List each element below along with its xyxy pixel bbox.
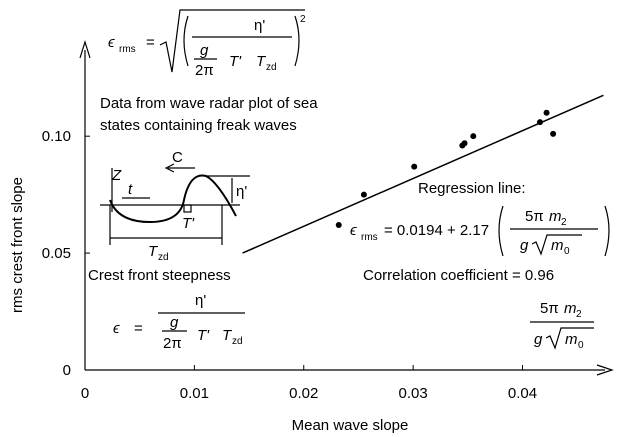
x-tick-label: 0.03	[399, 385, 428, 402]
data-point	[411, 164, 417, 170]
paren	[499, 206, 503, 256]
data-point	[361, 192, 367, 198]
formula-2pi: 2π	[163, 335, 182, 352]
formula-g: g	[200, 42, 209, 59]
label-eta: η'	[236, 183, 247, 200]
formula-sub: rms	[119, 44, 136, 55]
y-tick-label: 0.05	[42, 245, 71, 262]
formula-eq: =	[134, 320, 143, 337]
paren	[295, 16, 299, 66]
data-point	[336, 222, 342, 228]
formula-sub: zd	[266, 62, 277, 73]
x-tick-label: 0.02	[289, 385, 318, 402]
correlation: Correlation coefficient = 0.96	[363, 267, 554, 284]
y-tick-label: 0.10	[42, 128, 71, 145]
frac-g: g	[520, 237, 529, 254]
regression-title: Regression line:	[418, 180, 526, 197]
data-point	[462, 140, 468, 146]
formula-g: g	[170, 314, 179, 331]
frac-5pi: 5π	[540, 300, 559, 317]
chart: ϵ rms = 2 η' g 2π T' T zd Data from wave…	[0, 0, 617, 437]
label-t: t	[128, 181, 133, 198]
frac-m: m	[551, 237, 564, 254]
data-point	[544, 110, 550, 116]
note: states containing freak waves	[100, 117, 297, 134]
formula-sub: rms	[361, 232, 378, 243]
x-tick-label: 0.01	[180, 385, 209, 402]
y-tick-label: 0	[63, 362, 71, 379]
formula-eta: η'	[254, 17, 265, 34]
frac-m: m	[565, 331, 578, 348]
frac-sub: 0	[578, 340, 584, 351]
formula-power: 2	[300, 14, 306, 25]
frac-g: g	[534, 331, 543, 348]
label-c: C	[172, 149, 183, 166]
label-z: Z	[111, 167, 122, 184]
y-axis-label: rms crest front slope	[9, 177, 26, 313]
data-point	[470, 133, 476, 139]
formula-eps: ϵ	[113, 320, 120, 337]
x-tick-label: 0.04	[508, 385, 537, 402]
note: Data from wave radar plot of sea	[100, 95, 318, 112]
data-point	[550, 131, 556, 137]
data-point	[537, 119, 543, 125]
formula-t-prime: T'	[197, 327, 210, 344]
paren	[184, 16, 188, 66]
x-axis-label: Mean wave slope	[292, 417, 409, 434]
formula-2pi: 2π	[195, 62, 214, 79]
frac-m: m	[564, 300, 577, 317]
formula-eps: ϵ	[108, 34, 115, 51]
crest-front-label: Crest front steepness	[88, 267, 231, 284]
formula-eta: η'	[195, 292, 206, 309]
label-sub: zd	[158, 252, 169, 263]
frac-5pi: 5π	[525, 208, 544, 225]
paren	[605, 206, 609, 256]
frac-sub: 2	[576, 309, 582, 320]
x-tick-label: 0	[81, 385, 89, 402]
formula-eps: ϵ	[350, 222, 357, 239]
formula-sub: zd	[232, 336, 243, 347]
frac-m: m	[549, 208, 562, 225]
frac-sub: 2	[561, 217, 567, 228]
formula-eq: =	[146, 34, 155, 51]
formula-t-prime: T'	[229, 53, 242, 70]
tangent-box	[184, 205, 191, 212]
frac-sub: 0	[564, 246, 570, 257]
regression-rhs: = 0.0194 + 2.17	[384, 222, 489, 239]
label-t-prime: T'	[182, 215, 195, 232]
